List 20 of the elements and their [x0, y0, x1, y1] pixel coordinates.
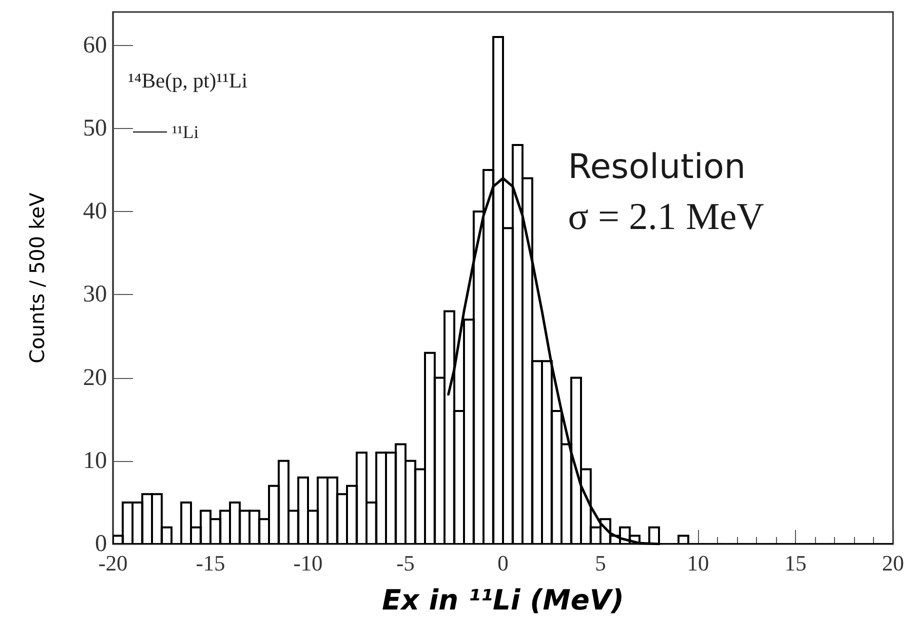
annotation: σ = 2.1 MeV: [568, 196, 765, 238]
y-tick-label: 60: [83, 32, 107, 58]
x-tick-label: 15: [784, 550, 806, 576]
x-tick-label: 20: [882, 550, 904, 576]
x-tick-label: 10: [687, 550, 709, 576]
annotation: Resolution: [568, 147, 746, 187]
x-tick-label: -15: [196, 550, 226, 576]
x-axis-title: Ex in ¹¹Li (MeV): [382, 584, 624, 616]
x-tick-label: -10: [293, 550, 323, 576]
y-tick-label: 10: [83, 448, 107, 474]
y-tick-label: 50: [83, 115, 107, 142]
y-tick-label: 20: [83, 364, 107, 391]
y-tick-label: 30: [83, 282, 107, 308]
x-tick-label: -5: [396, 550, 415, 576]
legend-label: ¹¹Li: [172, 122, 199, 142]
y-axis-title: Counts / 500 keV: [25, 192, 49, 364]
x-tick-label: 0: [498, 550, 508, 576]
y-tick-label: 40: [83, 198, 107, 224]
x-tick-label: 5: [595, 550, 606, 576]
legend-title: ¹⁴Be(p, pt)¹¹Li: [128, 68, 248, 92]
